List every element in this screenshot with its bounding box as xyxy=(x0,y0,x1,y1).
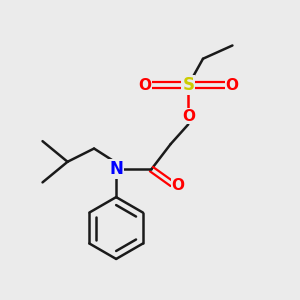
Text: S: S xyxy=(182,76,194,94)
Text: O: O xyxy=(182,109,195,124)
Text: O: O xyxy=(172,178,184,193)
Text: O: O xyxy=(138,78,151,93)
Text: O: O xyxy=(225,78,239,93)
Text: N: N xyxy=(109,160,123,178)
